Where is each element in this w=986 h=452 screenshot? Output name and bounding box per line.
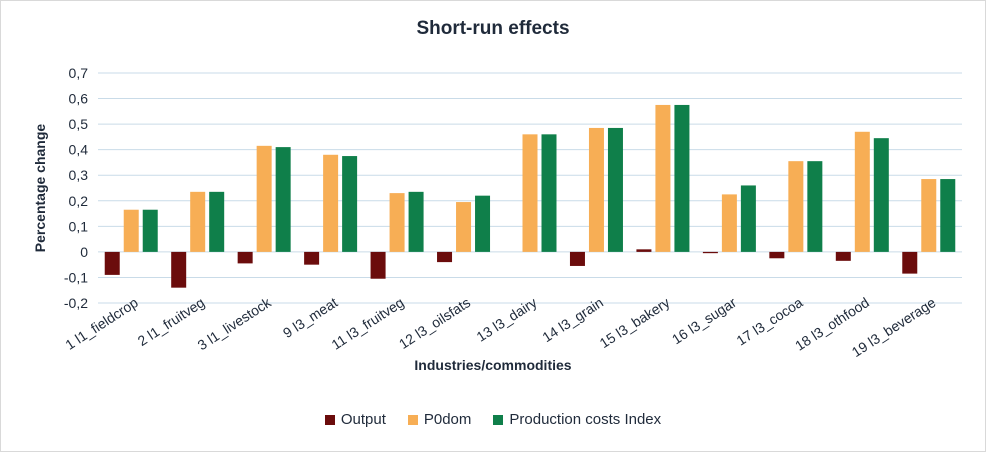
- y-tick-label: 0,4: [69, 142, 89, 158]
- bar-output: [769, 251, 785, 259]
- bar-output: [902, 251, 918, 274]
- bar-production-costs-index: [275, 147, 291, 252]
- x-tick-label: 13 l3_dairy: [473, 294, 539, 345]
- bar-p0dom: [788, 161, 804, 252]
- bar-output: [835, 251, 851, 261]
- bar-p0dom: [854, 131, 870, 252]
- y-tick-label: 0,1: [69, 218, 89, 234]
- bar-p0dom: [655, 104, 671, 252]
- bar-production-costs-index: [674, 104, 690, 252]
- x-tick-label: 16 l3_sugar: [669, 294, 739, 347]
- bar-output: [104, 251, 120, 275]
- bar-production-costs-index: [209, 191, 225, 252]
- legend-label-p0dom: P0dom: [423, 411, 472, 428]
- bar-output: [437, 251, 453, 263]
- y-tick-label: -0,2: [64, 295, 88, 311]
- legend-item-production-costs-index: Production costs Index: [493, 411, 661, 428]
- y-tick-label: 0,3: [69, 167, 89, 183]
- legend-swatch-p0dom: [407, 414, 418, 425]
- y-tick-label: -0,1: [64, 269, 88, 285]
- chart-title: Short-run effects: [416, 18, 570, 39]
- x-tick-label: 9 l3_meat: [280, 294, 340, 341]
- legend-item-output: Output: [324, 411, 386, 428]
- legend-label-output: Output: [340, 411, 386, 428]
- legend-item-p0dom: P0dom: [407, 411, 472, 428]
- bar-p0dom: [123, 209, 139, 252]
- bar-production-costs-index: [607, 127, 623, 252]
- bar-production-costs-index: [142, 209, 158, 252]
- legend-label-production-costs-index: Production costs Index: [509, 411, 662, 428]
- chart-legend: Output P0dom Production costs Index: [0, 411, 986, 428]
- y-tick-label: 0,2: [69, 193, 89, 209]
- bar-output: [370, 251, 386, 279]
- bar-production-costs-index: [873, 138, 889, 252]
- bar-production-costs-index: [408, 191, 424, 252]
- y-tick-label: 0,7: [69, 65, 89, 81]
- bar-output: [702, 251, 718, 254]
- bar-p0dom: [921, 179, 937, 252]
- bar-output: [569, 251, 585, 266]
- bar-output: [237, 251, 253, 264]
- y-tick-label: 0,6: [69, 91, 89, 107]
- bar-production-costs-index: [740, 185, 756, 252]
- y-tick-label: 0: [80, 244, 88, 260]
- bar-production-costs-index: [541, 134, 557, 252]
- bar-output: [636, 249, 652, 252]
- bar-production-costs-index: [475, 195, 491, 252]
- bar-production-costs-index: [342, 156, 358, 252]
- bar-p0dom: [456, 202, 472, 252]
- legend-swatch-production-costs-index: [493, 414, 504, 425]
- bar-p0dom: [256, 145, 272, 252]
- bar-p0dom: [389, 193, 405, 252]
- bar-production-costs-index: [940, 179, 956, 252]
- bar-p0dom: [721, 194, 737, 252]
- legend-swatch-output: [324, 414, 335, 425]
- x-axis-label: Industries/commodities: [414, 357, 572, 373]
- bar-p0dom: [190, 191, 206, 252]
- bar-p0dom: [588, 127, 604, 252]
- bar-production-costs-index: [807, 161, 823, 252]
- bar-p0dom: [522, 134, 538, 252]
- bar-output: [171, 251, 187, 288]
- bar-p0dom: [323, 154, 339, 252]
- y-tick-label: 0,5: [69, 116, 89, 132]
- bar-output: [304, 251, 320, 265]
